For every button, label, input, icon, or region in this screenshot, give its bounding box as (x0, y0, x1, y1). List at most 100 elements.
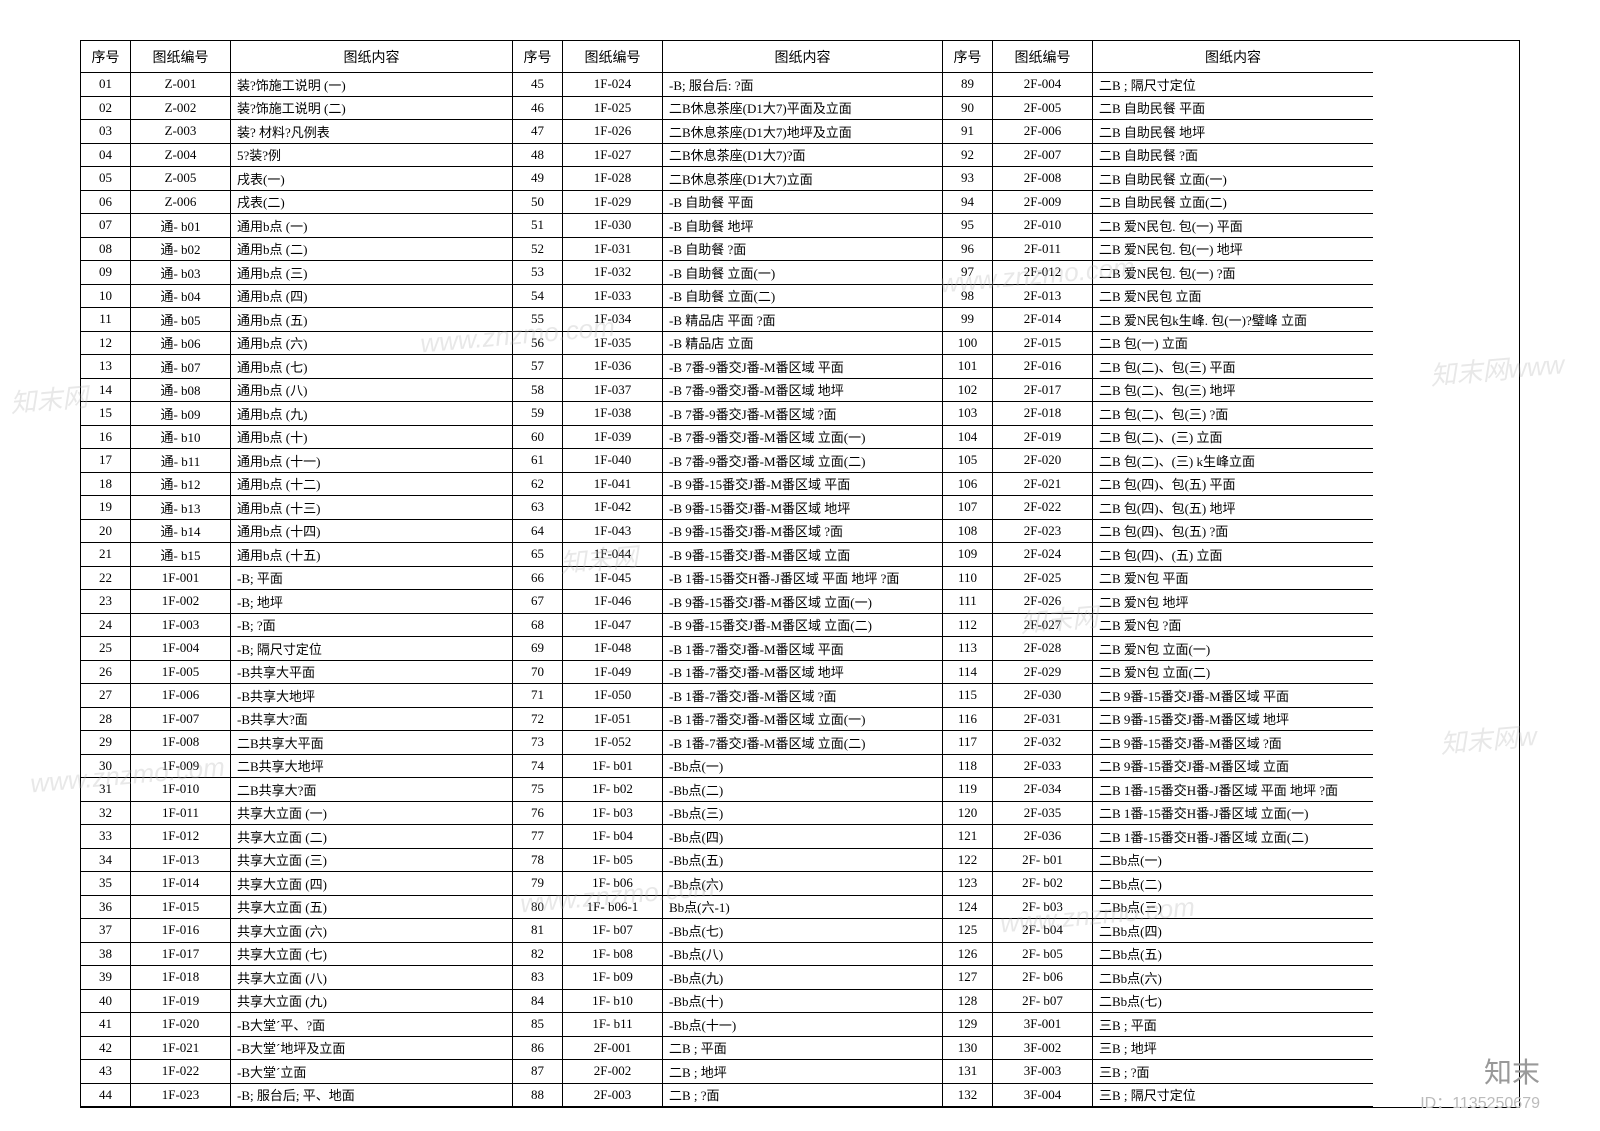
cell-content: -B大堂´地坪及立面 (231, 1037, 513, 1061)
header-content: 图纸内容 (663, 41, 943, 73)
cell-seq: 115 (943, 684, 993, 708)
cell-content: 通用b点 (八) (231, 379, 513, 403)
cell-code: 通- b03 (131, 261, 231, 285)
cell-code: 通- b01 (131, 214, 231, 238)
table-row: 241F-003-B; ?面 (81, 614, 513, 638)
cell-code: 1F-033 (563, 285, 663, 309)
header-code: 图纸编号 (993, 41, 1093, 73)
cell-seq: 98 (943, 285, 993, 309)
cell-seq: 41 (81, 1013, 131, 1037)
header-code: 图纸编号 (131, 41, 231, 73)
cell-code: 1F- b05 (563, 849, 663, 873)
cell-content: -B 9番-15番交J番-M番区域 ?面 (663, 520, 943, 544)
table-row: 581F-037-B 7番-9番交J番-M番区域 地坪 (513, 379, 943, 403)
table-row: 1252F- b04二Bb点(四) (943, 919, 1373, 943)
cell-code: 1F-013 (131, 849, 231, 873)
table-row: 491F-028二B休息茶座(D1大7)立面 (513, 167, 943, 191)
table-row: 441F-023-B; 服台后; 平、地面 (81, 1084, 513, 1108)
cell-seq: 127 (943, 966, 993, 990)
cell-code: 1F- b11 (563, 1013, 663, 1037)
table-row: 791F- b06-Bb点(六) (513, 872, 943, 896)
table-row: 13通- b07通用b点 (七) (81, 355, 513, 379)
cell-seq: 16 (81, 426, 131, 450)
cell-seq: 106 (943, 473, 993, 497)
cell-code: 2F-021 (993, 473, 1093, 497)
cell-content: -B共享大平面 (231, 661, 513, 685)
cell-content: 共享大立面 (四) (231, 872, 513, 896)
cell-content: 二B休息茶座(D1大7)立面 (663, 167, 943, 191)
cell-code: 1F-015 (131, 896, 231, 920)
cell-code: Z-005 (131, 167, 231, 191)
cell-content: -Bb点(一) (663, 755, 943, 779)
cell-seq: 65 (513, 543, 563, 567)
cell-content: Bb点(六-1) (663, 896, 943, 920)
cell-seq: 49 (513, 167, 563, 191)
cell-code: 2F-032 (993, 731, 1093, 755)
cell-content: 通用b点 (四) (231, 285, 513, 309)
table-row: 1152F-030二B 9番-15番交J番-M番区域 平面 (943, 684, 1373, 708)
cell-code: 2F-015 (993, 332, 1093, 356)
table-row: 932F-008二B 自助民餐 立面(一) (943, 167, 1373, 191)
table-row: 962F-011二B 爱N民包. 包(一) 地坪 (943, 238, 1373, 262)
cell-seq: 92 (943, 144, 993, 168)
cell-content: -B; 服台后; 平、地面 (231, 1084, 513, 1108)
cell-code: 2F-010 (993, 214, 1093, 238)
cell-seq: 11 (81, 308, 131, 332)
drawing-index-table: 序号图纸编号图纸内容01Z-001装?饰施工说明 (一)02Z-002装?饰施工… (80, 40, 1520, 1108)
cell-seq: 105 (943, 449, 993, 473)
table-row: 982F-013二B 爱N民包 立面 (943, 285, 1373, 309)
cell-content: 二B 1番-15番交H番-J番区域 平面 地坪 ?面 (1093, 778, 1373, 802)
cell-code: 1F- b02 (563, 778, 663, 802)
cell-code: 3F-003 (993, 1060, 1093, 1084)
cell-content: -B 9番-15番交J番-M番区域 立面(二) (663, 614, 943, 638)
cell-content: 二B 自助民餐 平面 (1093, 97, 1373, 121)
cell-seq: 18 (81, 473, 131, 497)
table-row: 872F-002二B ; 地坪 (513, 1060, 943, 1084)
table-row: 16通- b10通用b点 (十) (81, 426, 513, 450)
cell-seq: 56 (513, 332, 563, 356)
cell-code: 1F- b03 (563, 802, 663, 826)
cell-code: 2F-019 (993, 426, 1093, 450)
cell-content: 二B 包(一) 立面 (1093, 332, 1373, 356)
cell-seq: 84 (513, 990, 563, 1014)
cell-code: 1F-026 (563, 120, 663, 144)
cell-seq: 110 (943, 567, 993, 591)
cell-content: -B 7番-9番交J番-M番区域 立面(一) (663, 426, 943, 450)
cell-content: 二B 包(四)、包(五) 平面 (1093, 473, 1373, 497)
cell-seq: 26 (81, 661, 131, 685)
cell-code: 1F- b01 (563, 755, 663, 779)
cell-code: 1F-034 (563, 308, 663, 332)
cell-code: 2F-003 (563, 1084, 663, 1108)
cell-content: -B共享大?面 (231, 708, 513, 732)
table-row: 1072F-022二B 包(四)、包(五) 地坪 (943, 496, 1373, 520)
cell-content: -B 7番-9番交J番-M番区域 ?面 (663, 402, 943, 426)
cell-code: 1F-022 (131, 1060, 231, 1084)
table-row: 431F-022-B大堂´立面 (81, 1060, 513, 1084)
cell-seq: 91 (943, 120, 993, 144)
cell-seq: 10 (81, 285, 131, 309)
cell-code: 1F-031 (563, 238, 663, 262)
cell-seq: 79 (513, 872, 563, 896)
table-row: 10通- b04通用b点 (四) (81, 285, 513, 309)
cell-seq: 97 (943, 261, 993, 285)
header-content: 图纸内容 (231, 41, 513, 73)
cell-seq: 43 (81, 1060, 131, 1084)
cell-code: 1F- b06-1 (563, 896, 663, 920)
cell-code: 2F-029 (993, 661, 1093, 685)
table-row: 721F-051-B 1番-7番交J番-M番区域 立面(一) (513, 708, 943, 732)
cell-code: 1F-005 (131, 661, 231, 685)
table-row: 651F-044-B 9番-15番交J番-M番区域 立面 (513, 543, 943, 567)
cell-seq: 85 (513, 1013, 563, 1037)
cell-content: 二Bb点(六) (1093, 966, 1373, 990)
cell-seq: 02 (81, 97, 131, 121)
table-row: 18通- b12通用b点 (十二) (81, 473, 513, 497)
cell-seq: 70 (513, 661, 563, 685)
cell-content: 通用b点 (九) (231, 402, 513, 426)
table-row: 05Z-005戌表(一) (81, 167, 513, 191)
table-row: 19通- b13通用b点 (十三) (81, 496, 513, 520)
table-row: 401F-019共享大立面 (九) (81, 990, 513, 1014)
cell-content: -B 1番-7番交J番-M番区域 立面(一) (663, 708, 943, 732)
table-row: 541F-033-B 自助餐 立面(二) (513, 285, 943, 309)
cell-code: 1F-052 (563, 731, 663, 755)
cell-content: -B 自助餐 立面(一) (663, 261, 943, 285)
